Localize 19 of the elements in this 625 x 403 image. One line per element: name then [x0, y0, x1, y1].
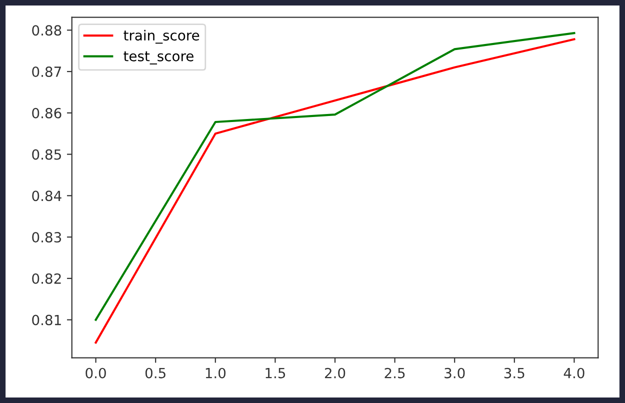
- x-tick-label: 4.0: [564, 368, 584, 378]
- y-tick-label: 0.84: [32, 190, 62, 202]
- x-tick-label: 0.5: [145, 368, 166, 378]
- x-tick-label: 0.0: [86, 368, 106, 378]
- legend-label: test_score: [124, 51, 194, 64]
- y-tick-label: 0.85: [32, 149, 61, 160]
- x-tick-label: 1.0: [206, 368, 226, 378]
- x-tick-label: 2.5: [384, 368, 405, 378]
- y-tick-label: 0.86: [32, 108, 62, 118]
- y-tick-label: 0.81: [32, 314, 61, 326]
- y-tick-label: 0.82: [32, 273, 61, 284]
- y-tick-label: 0.87: [32, 66, 61, 78]
- y-tick-label: 0.88: [32, 25, 62, 36]
- x-tick-label: 1.5: [266, 368, 286, 378]
- x-tick-label: 2.0: [324, 368, 346, 378]
- legend-label: train_score: [124, 30, 200, 44]
- x-tick-label: 3.5: [504, 368, 524, 378]
- y-tick-label: 0.83: [32, 232, 62, 243]
- x-tick-label: 3.0: [444, 368, 465, 378]
